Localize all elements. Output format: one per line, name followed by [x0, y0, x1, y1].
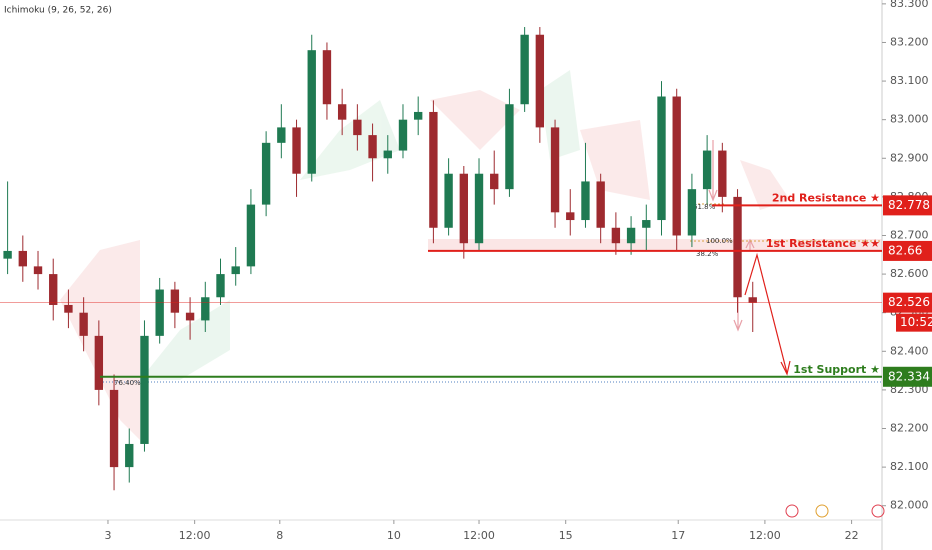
y-tick-label: 83.000 — [890, 113, 929, 126]
x-tick-label: 3 — [104, 529, 111, 542]
candle-body — [702, 150, 712, 190]
candle-body — [246, 204, 256, 267]
candle-body — [459, 173, 468, 244]
candle-body — [79, 312, 88, 336]
candle-body — [429, 111, 438, 228]
level-box — [883, 195, 932, 216]
level-box — [883, 366, 932, 387]
resistance-zone — [428, 239, 882, 251]
x-tick-label: 22 — [845, 529, 859, 542]
x-tick-label: 15 — [559, 529, 573, 542]
candle-body — [201, 297, 210, 321]
candle-body — [155, 289, 164, 336]
candle-body — [307, 50, 316, 174]
event-icons — [785, 504, 885, 518]
candle-body — [672, 96, 681, 236]
x-tick-label: 17 — [671, 529, 685, 542]
candle-body — [611, 227, 621, 244]
time-box — [896, 313, 932, 332]
candle-body — [109, 389, 119, 468]
candle-body — [642, 220, 651, 228]
x-tick-label: 12:00 — [463, 529, 495, 542]
candle-body — [337, 104, 347, 120]
x-tick-label: 8 — [276, 529, 283, 542]
candle-body — [550, 127, 560, 213]
candle-body — [216, 274, 225, 298]
projection — [744, 252, 791, 376]
x-tick-label: 12:00 — [179, 529, 211, 542]
candle-body — [3, 250, 12, 259]
candle-body — [368, 135, 377, 159]
candle-body — [687, 189, 697, 236]
level-value: 82.334 — [888, 369, 930, 383]
candle-body — [231, 266, 240, 275]
candle-body — [185, 312, 195, 321]
candle-body — [398, 119, 408, 151]
y-tick-label: 83.300 — [890, 0, 929, 10]
candle-body — [353, 119, 362, 136]
x-tick-label: 10 — [387, 529, 401, 542]
fib-label: 61.8% — [693, 203, 716, 211]
level-name: 1st Support ★ — [793, 363, 880, 376]
candle-body — [170, 289, 180, 313]
candle-body — [64, 304, 73, 313]
level-name: 2nd Resistance ★ — [772, 191, 880, 204]
current-price-box — [883, 292, 932, 313]
y-tick-label: 83.100 — [890, 74, 929, 87]
fib-label: 38.2% — [696, 250, 719, 258]
y-tick-label: 82.200 — [890, 422, 929, 435]
ichimoku-cloud — [60, 70, 790, 440]
candle-body — [18, 250, 27, 267]
candle-body — [49, 274, 58, 305]
candle-body — [535, 34, 545, 128]
candle-body — [474, 173, 484, 244]
candle-body — [277, 127, 286, 143]
current-price-label: 82.526 — [888, 295, 930, 309]
y-tick-label: 82.600 — [890, 267, 929, 280]
candle-body — [140, 335, 149, 444]
candle-body — [505, 104, 514, 190]
y-tick-label: 82.700 — [890, 228, 929, 241]
y-tick-label: 82.000 — [890, 499, 929, 512]
candle-body — [718, 150, 727, 197]
level-value: 82.778 — [888, 198, 930, 212]
candle-body — [520, 34, 529, 105]
x-tick-label: 12:00 — [749, 529, 781, 542]
y-tick-label: 82.100 — [890, 460, 929, 473]
time-label: 10:52 — [900, 315, 932, 329]
candle-body — [414, 111, 423, 120]
candle-body — [125, 443, 134, 468]
y-tick-label: 82.900 — [890, 151, 929, 164]
candle-body — [596, 181, 605, 228]
candle-body — [566, 212, 575, 221]
candle-body — [657, 96, 666, 221]
candle-body — [383, 150, 392, 159]
candle-body — [444, 173, 453, 228]
candle-body — [94, 335, 104, 390]
fib-label: 100.0% — [706, 237, 733, 245]
candle-body — [490, 173, 499, 190]
candle-body — [322, 50, 332, 105]
level-value: 82.66 — [888, 243, 922, 257]
candle-body — [733, 196, 742, 298]
candle-body — [581, 181, 590, 221]
y-tick-label: 82.400 — [890, 344, 929, 357]
candle-body — [626, 227, 636, 244]
candle-body — [33, 266, 43, 275]
candle-body — [261, 142, 271, 205]
level-name: 1st Resistance ★★ — [766, 237, 880, 250]
level-box — [883, 240, 932, 261]
y-tick-label: 83.200 — [890, 35, 929, 48]
candle-body — [748, 297, 757, 303]
candle-body — [292, 127, 301, 174]
indicator-label: Ichimoku (9, 26, 52, 26) — [4, 6, 112, 16]
fib-label: 76.40% — [114, 379, 141, 387]
